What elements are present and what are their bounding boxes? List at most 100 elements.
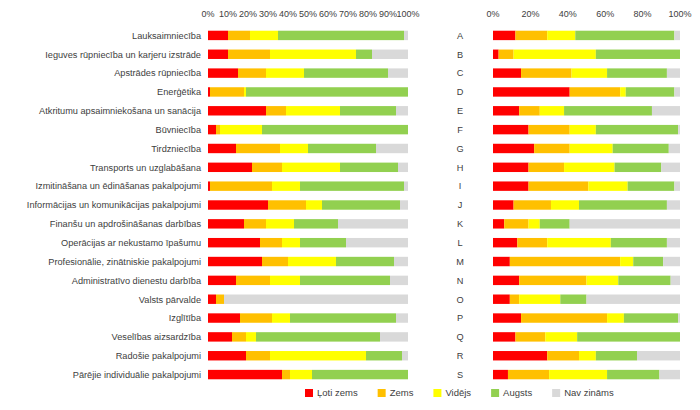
bar-segment <box>208 106 266 115</box>
bar-segment <box>408 370 409 379</box>
bar-segment <box>493 31 515 40</box>
bar-segment <box>680 332 681 341</box>
bar-segment <box>236 276 270 285</box>
bar-segment <box>396 106 408 115</box>
category-label: Q <box>456 332 463 342</box>
category-label: Informācijas un komunikācijas pakalpojum… <box>27 200 201 210</box>
bar-segment <box>210 87 244 96</box>
bar-segment <box>280 144 308 153</box>
bar-segment <box>508 370 549 379</box>
bar-segment <box>266 68 304 77</box>
bar-segment <box>521 313 607 322</box>
category-label: I <box>459 181 462 191</box>
bar-segment <box>596 351 637 360</box>
category-label: Atkritumu apsaimniekošana un sanācija <box>39 106 202 116</box>
bar-segment <box>208 87 210 96</box>
bar-segment <box>515 332 545 341</box>
bar-segment <box>340 106 396 115</box>
bar-segment <box>208 125 216 134</box>
bar-segment <box>400 200 408 209</box>
bar-segment <box>244 87 246 96</box>
tick-label: 30% <box>259 9 277 19</box>
bar-segment <box>671 276 680 285</box>
bar-segment <box>208 238 260 247</box>
category-label: G <box>456 144 463 154</box>
bar-segment <box>372 50 408 59</box>
bar-segment <box>396 313 408 322</box>
chart-1: 0%20%40%60%80%100%ABCDEFGHIJKLMNOPQRS <box>456 9 691 380</box>
bar-segment <box>338 219 408 228</box>
category-label: Veselības aizsardzība <box>112 332 202 342</box>
tick-label: 20% <box>239 9 257 19</box>
bar-segment <box>493 370 508 379</box>
bar-segment <box>390 276 408 285</box>
bar-segment <box>240 313 272 322</box>
category-label: Apstrādes rūpniecība <box>114 68 202 78</box>
bar-segment <box>519 295 560 304</box>
bar-segment <box>220 125 262 134</box>
category-label: Pārējie individuālie pakalpojumi <box>73 370 201 380</box>
bar-segment <box>493 257 510 266</box>
bar-segment <box>336 257 394 266</box>
bar-segment <box>493 351 547 360</box>
bar-segment <box>208 144 236 153</box>
bar-segment <box>252 163 282 172</box>
category-label: H <box>457 163 464 173</box>
bar-segment <box>560 295 586 304</box>
bar-segment <box>493 295 510 304</box>
category-label: J <box>458 200 463 210</box>
bar-segment <box>236 144 280 153</box>
bar-segment <box>521 68 571 77</box>
bar-segment <box>208 163 252 172</box>
bar-segment <box>667 200 680 209</box>
bar-segment <box>402 351 408 360</box>
bar-segment <box>624 313 678 322</box>
tick-label: 60% <box>596 9 614 19</box>
bar-segment <box>238 68 266 77</box>
bar-segment <box>376 144 408 153</box>
bar-segment <box>270 50 356 59</box>
bar-segment <box>529 163 565 172</box>
bar-segment <box>208 276 236 285</box>
tick-label: 0% <box>486 9 499 19</box>
bar-segment <box>493 332 515 341</box>
bar-segment <box>493 276 519 285</box>
bar-segment <box>529 181 589 190</box>
bar-segment <box>266 219 294 228</box>
bar-segment <box>493 87 570 96</box>
bar-segment <box>678 125 680 134</box>
bar-segment <box>493 68 521 77</box>
bar-segment <box>575 31 674 40</box>
bar-segment <box>250 31 278 40</box>
bar-segment <box>493 106 519 115</box>
bar-segment <box>529 125 570 134</box>
bar-segment <box>346 238 408 247</box>
bar-segment <box>208 313 240 322</box>
category-label: S <box>457 370 463 380</box>
legend-swatch <box>433 389 441 397</box>
category-label: Radošie pakalpojumi <box>116 351 201 361</box>
bar-segment <box>493 50 499 59</box>
bar-segment <box>667 68 680 77</box>
bar-segment <box>306 200 322 209</box>
category-label: D <box>457 87 464 97</box>
category-label: Valsts pārvalde <box>139 295 201 305</box>
bar-segment <box>540 106 564 115</box>
bar-segment <box>272 181 300 190</box>
bar-segment <box>246 87 408 96</box>
bar-segment <box>607 370 659 379</box>
bar-segment <box>228 31 250 40</box>
bar-segment <box>519 276 586 285</box>
bar-segment <box>570 87 620 96</box>
chart-0: 0%10%20%30%40%50%60%70%80%90%100%Lauksai… <box>27 9 420 380</box>
category-label: Finanšu un apdrošināšanas darbības <box>50 219 202 229</box>
bar-segment <box>208 50 228 59</box>
tick-label: 0% <box>201 9 214 19</box>
bar-segment <box>674 87 680 96</box>
tick-label: 40% <box>279 9 297 19</box>
bar-segment <box>493 163 529 172</box>
bar-segment <box>216 125 220 134</box>
category-label: Enerģētika <box>157 87 202 97</box>
bar-segment <box>499 50 514 59</box>
bar-segment <box>268 200 306 209</box>
